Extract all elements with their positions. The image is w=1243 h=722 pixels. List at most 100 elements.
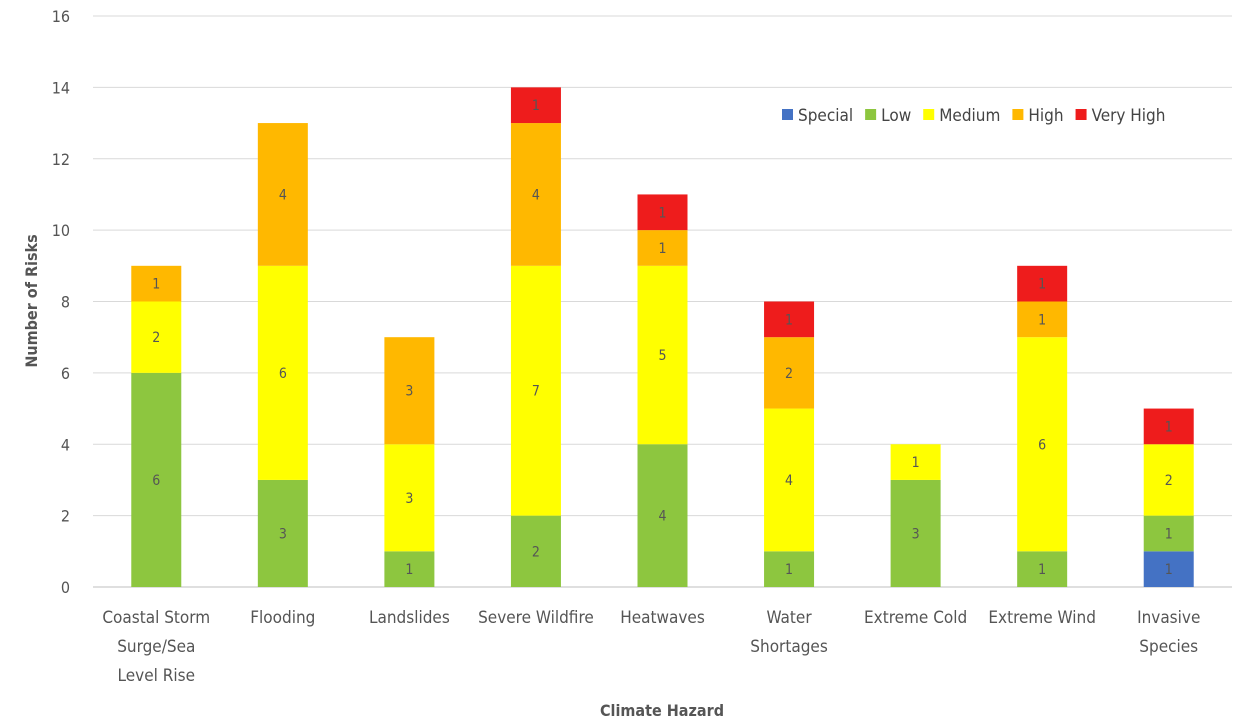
bar-segment	[890, 479, 941, 587]
y-tick-label: 12	[52, 150, 70, 169]
bar-segment	[1017, 265, 1068, 302]
x-category-label: Extreme Cold	[864, 608, 967, 628]
legend-swatch	[1075, 109, 1087, 120]
bar-segment	[1143, 515, 1194, 552]
bar-segment	[637, 230, 688, 266]
legend-label: Very High	[1092, 106, 1166, 126]
x-axis-categories: Coastal Storm Surge/Sea Level Rise Flooding…	[102, 608, 1200, 686]
bar-value-label: 6	[279, 366, 287, 382]
bar-segment	[257, 479, 308, 587]
bar-segment	[510, 265, 561, 516]
bar-value-label: 2	[785, 366, 793, 382]
bar-value-label: 7	[532, 384, 540, 400]
bar-segment	[257, 265, 308, 480]
x-category-label: Coastal Storm	[102, 608, 210, 628]
bar-segment	[1017, 337, 1068, 552]
bar-segment	[384, 551, 435, 587]
x-category-label: Surge/Sea	[117, 637, 195, 657]
bar-segment	[131, 301, 182, 373]
bar-value-label: 1	[785, 562, 793, 578]
bar-segment	[510, 515, 561, 587]
bar-segment	[1017, 551, 1068, 587]
legend-label: Low	[881, 106, 911, 126]
y-tick-label: 6	[61, 364, 70, 383]
x-category-label: Species	[1139, 637, 1198, 657]
x-category-label: Flooding	[250, 608, 315, 628]
bar-value-label: 1	[785, 312, 793, 328]
bar-value-label: 6	[1038, 437, 1046, 453]
legend-swatch	[1012, 109, 1024, 120]
y-tick-label: 16	[52, 7, 70, 26]
bar-value-label: 5	[658, 348, 666, 364]
bar-segment	[764, 551, 815, 587]
y-axis-ticks: 0 2 4 6 8 10 12 14 16	[52, 7, 70, 597]
bar-segment	[1143, 551, 1194, 587]
bar-segment	[384, 337, 435, 445]
y-tick-label: 8	[61, 293, 70, 312]
legend-label: Medium	[939, 106, 1000, 126]
bar-value-label: 4	[532, 187, 540, 203]
bar-segment	[890, 444, 941, 480]
bar-value-label: 3	[912, 526, 920, 542]
legend-swatch	[782, 109, 793, 120]
bar-value-label: 1	[912, 455, 920, 471]
bar-segment	[257, 123, 308, 266]
legend-label: High	[1028, 106, 1063, 126]
y-tick-label: 10	[52, 221, 70, 240]
bar-segment	[637, 265, 688, 445]
legend: Special Low Medium High Very High	[782, 106, 1165, 126]
bar-value-label: 1	[1038, 312, 1046, 328]
x-category-label: Water	[767, 608, 813, 628]
bar-segment	[764, 301, 815, 338]
x-category-label: Invasive	[1137, 608, 1200, 628]
bar-segment	[1017, 301, 1068, 338]
bar-value-label: 1	[1038, 562, 1046, 578]
y-tick-label: 4	[61, 435, 70, 454]
bar-value-label: 1	[658, 205, 666, 221]
legend-label: Special	[798, 106, 853, 126]
bar-value-label: 3	[279, 526, 287, 542]
bar-value-label: 3	[405, 491, 413, 507]
bar-segment	[764, 408, 815, 552]
x-category-label: Landslides	[369, 608, 450, 628]
bar-segment	[637, 194, 688, 231]
bar-value-label: 2	[1165, 473, 1173, 489]
bar-value-label: 4	[658, 509, 666, 525]
bar-segment	[764, 337, 815, 409]
x-category-label: Shortages	[750, 637, 828, 657]
bar-value-label: 1	[1165, 526, 1173, 542]
bar-value-label: 1	[1165, 419, 1173, 435]
bar-value-label: 2	[152, 330, 160, 346]
bar-segment	[131, 372, 182, 587]
legend-swatch	[923, 109, 935, 120]
y-axis-title: Number of Risks	[22, 234, 41, 367]
bar-value-label: 1	[658, 241, 666, 257]
bar-value-label: 1	[405, 562, 413, 578]
x-category-label: Severe Wildfire	[478, 608, 594, 628]
bar-value-label: 1	[1038, 277, 1046, 293]
x-category-label: Heatwaves	[620, 608, 705, 628]
bar-value-label: 4	[785, 473, 793, 489]
bar-segment	[1143, 408, 1194, 445]
bar-value-label: 6	[152, 473, 160, 489]
bar-segment	[510, 123, 561, 266]
bar-value-label: 1	[152, 277, 160, 293]
y-tick-label: 0	[61, 578, 70, 597]
bar-segment	[637, 444, 688, 587]
bar-value-label: 1	[1165, 562, 1173, 578]
y-tick-label: 2	[61, 507, 70, 526]
bar-value-label: 2	[532, 544, 540, 560]
bar-segment	[510, 87, 561, 124]
x-category-label: Level Rise	[118, 666, 195, 686]
x-category-label: Extreme Wind	[988, 608, 1096, 628]
bar-segment	[384, 444, 435, 552]
bar-value-label: 4	[279, 187, 287, 203]
x-axis-title: Climate Hazard	[600, 701, 724, 720]
y-tick-label: 14	[52, 78, 70, 97]
bar-value-label: 3	[405, 384, 413, 400]
bar-value-label: 1	[532, 98, 540, 114]
legend-swatch	[865, 109, 877, 120]
bar-segment	[1143, 444, 1194, 516]
